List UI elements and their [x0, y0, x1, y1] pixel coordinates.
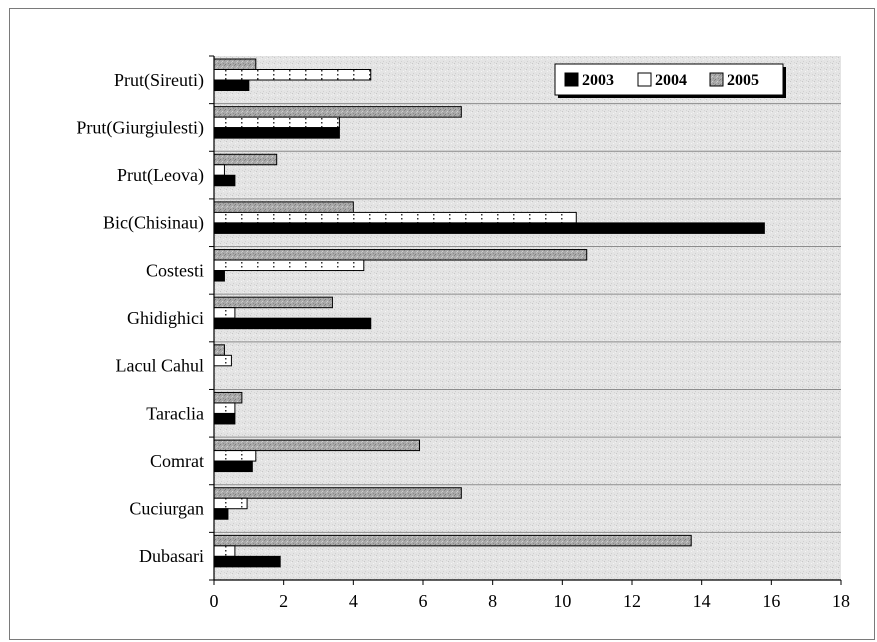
legend: 2003 2004 2005: [554, 63, 786, 98]
category-label: Ghidighici: [127, 308, 204, 328]
legend-label-2005: 2005: [727, 72, 759, 89]
category-label: Bic(Chisinau): [103, 213, 204, 234]
category-label: Lacul Cahul: [116, 356, 204, 376]
category-label: Prut(Sireuti): [114, 70, 204, 91]
x-tick-label: 8: [488, 591, 497, 611]
category-label: Comrat: [150, 451, 204, 471]
bar-2003-ghidighici: [213, 317, 372, 330]
x-tick-label: 4: [349, 591, 358, 611]
x-tick-label: 2: [279, 591, 288, 611]
legend-label-2004: 2004: [655, 72, 687, 89]
x-tick-labels: 0 2 4 6 8 10 12 14 16 18: [210, 580, 850, 611]
bar-2005-cuciurgan: [213, 487, 462, 499]
bar-2003-prut-leova-: [213, 174, 236, 187]
bar-2003-prut-giurgiulesti-: [213, 127, 340, 139]
bar-2004-prut-leova-: [213, 164, 225, 176]
bar-2003-bic-chisinau-: [213, 222, 765, 234]
bar-2004-dubasari: [213, 545, 236, 557]
bar-2005-ghidighici: [213, 296, 333, 309]
bar-2004-prut-sireuti-: [213, 69, 372, 81]
bar-2005-bic-chisinau-: [213, 201, 354, 213]
category-label: Taraclia: [146, 403, 204, 423]
chart-frame: Prut(Sireuti) Prut(Giurgiulesti) Prut(Leov…: [9, 8, 875, 640]
bar-2004-cuciurgan: [213, 497, 248, 510]
bar-chart: Prut(Sireuti) Prut(Giurgiulesti) Prut(Leov…: [76, 55, 850, 611]
bar-2005-prut-leova-: [213, 153, 278, 166]
legend-label-2003: 2003: [582, 72, 614, 89]
bar-2005-comrat: [213, 439, 421, 452]
category-label: Cuciurgan: [129, 499, 204, 519]
bar-2005-costesti: [213, 249, 588, 261]
bar-2004-taraclia: [213, 402, 236, 414]
category-label: Dubasari: [139, 546, 204, 566]
legend-swatch-2004: [637, 72, 652, 87]
bar-2005-lacul-cahul: [213, 344, 225, 356]
bar-2004-prut-giurgiulesti-: [213, 116, 340, 129]
category-label: Prut(Giurgiulesti): [76, 117, 204, 138]
category-labels: Prut(Sireuti) Prut(Giurgiulesti) Prut(Leov…: [76, 70, 204, 566]
bar-2003-prut-sireuti-: [213, 79, 250, 91]
x-tick-label: 10: [553, 591, 571, 611]
bar-2003-comrat: [213, 460, 253, 473]
category-label: Costesti: [146, 260, 204, 280]
bar-2005-dubasari: [213, 534, 692, 547]
bar-2004-bic-chisinau-: [213, 211, 577, 224]
plot-area: [209, 55, 841, 581]
bar-2004-costesti: [213, 259, 365, 272]
bar-2005-prut-sireuti-: [213, 58, 257, 70]
x-tick-label: 18: [832, 591, 850, 611]
legend-swatch-2003: [564, 72, 579, 87]
x-tick-label: 0: [210, 591, 219, 611]
x-tick-label: 14: [693, 591, 711, 611]
category-label: Prut(Leova): [117, 165, 204, 186]
bar-2003-dubasari: [213, 555, 281, 568]
bar-2003-costesti: [213, 270, 225, 282]
legend-box: [554, 63, 784, 96]
bar-2005-prut-giurgiulesti-: [213, 106, 462, 118]
bar-2003-cuciurgan: [213, 508, 229, 520]
bar-2004-comrat: [213, 450, 257, 462]
bar-2004-lacul-cahul: [213, 354, 232, 367]
bar-2005-taraclia: [213, 391, 243, 404]
bar-2003-taraclia: [213, 412, 236, 425]
legend-swatch-2005: [709, 72, 724, 87]
x-tick-label: 12: [623, 591, 641, 611]
x-tick-label: 16: [762, 591, 780, 611]
bar-2004-ghidighici: [213, 307, 236, 319]
x-tick-label: 6: [419, 591, 428, 611]
